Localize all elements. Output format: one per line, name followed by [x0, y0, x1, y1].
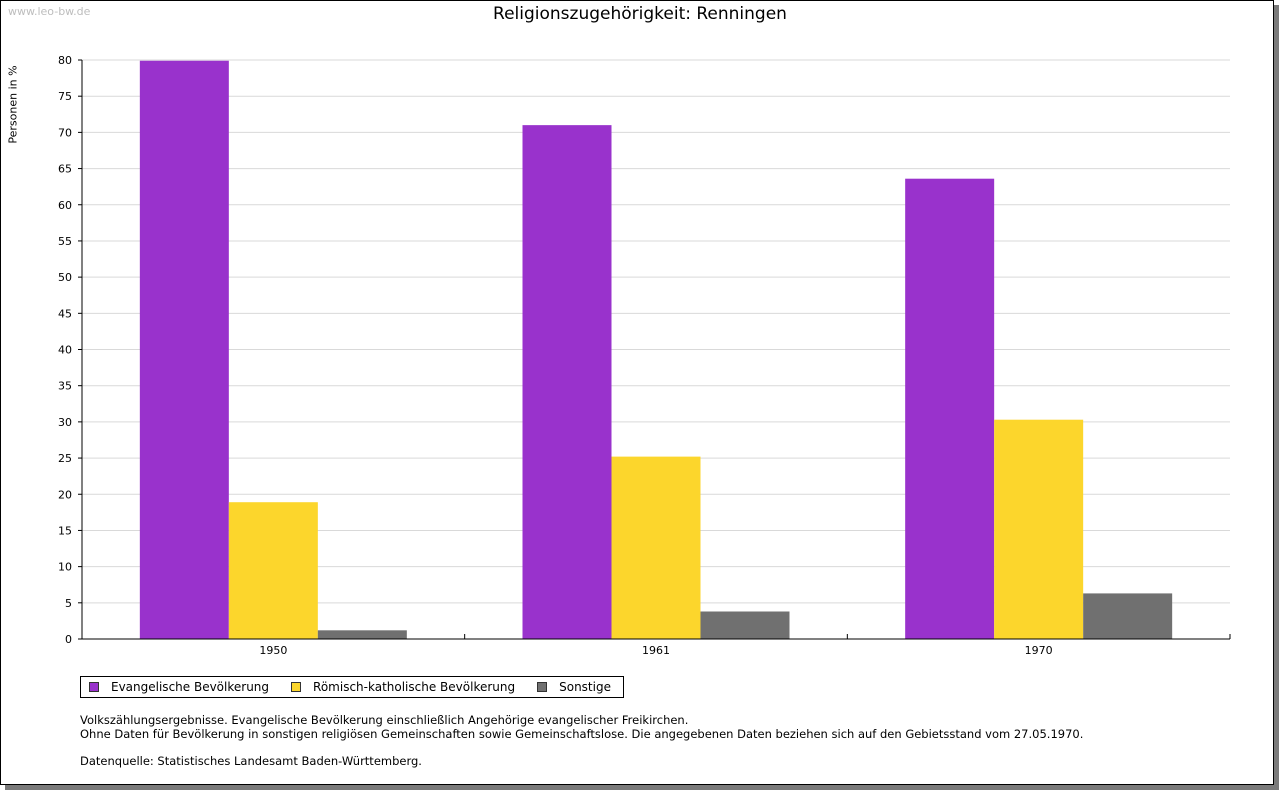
bar [905, 178, 995, 639]
y-tick-label: 30 [58, 416, 72, 429]
bar [994, 419, 1084, 639]
legend-swatch [537, 682, 548, 692]
y-tick-label: 65 [58, 163, 72, 176]
y-tick-label: 60 [58, 199, 72, 212]
legend: Evangelische Bevölkerung Römisch-katholis… [80, 676, 624, 698]
y-tick-label: 20 [58, 488, 72, 501]
legend-label: Römisch-katholische Bevölkerung [313, 680, 516, 694]
bar [228, 502, 318, 639]
y-tick-label: 55 [58, 235, 72, 248]
legend-swatch [89, 682, 99, 692]
x-tick-label: 1970 [1025, 644, 1053, 657]
y-tick-label: 35 [58, 380, 72, 393]
note-line-2: Ohne Daten für Bevölkerung in sonstigen … [80, 727, 1084, 741]
chart-notes: Volkszählungsergebnisse. Evangelische Be… [80, 713, 1083, 768]
y-tick-label: 5 [65, 597, 72, 610]
y-tick-label: 50 [58, 271, 72, 284]
bar [139, 60, 229, 639]
legend-label: Evangelische Bevölkerung [111, 680, 270, 694]
x-tick-label: 1961 [642, 644, 670, 657]
watermark: www.leo-bw.de [8, 5, 91, 18]
y-tick-label: 70 [58, 126, 72, 139]
y-tick-label: 15 [58, 524, 72, 537]
bar [522, 125, 612, 639]
x-tick-label: 1950 [259, 644, 287, 657]
bar [317, 630, 407, 639]
legend-entry: Evangelische Bevölkerung [89, 680, 269, 694]
legend-swatch [291, 682, 302, 692]
y-tick-label: 25 [58, 452, 72, 465]
chart-title: Religionszugehörigkeit: Renningen [493, 4, 787, 24]
y-tick-label: 40 [58, 344, 72, 357]
y-tick-label: 45 [58, 307, 72, 320]
data-source: Datenquelle: Statistisches Landesamt Bad… [80, 754, 422, 768]
legend-entry: Sonstige [537, 680, 611, 694]
y-tick-label: 10 [58, 561, 72, 574]
y-tick-label: 75 [58, 90, 72, 103]
axes: 0 5 10 15 20 25 30 35 40 45 50 55 60 65 70 75 80 1950 1961… [58, 54, 1231, 657]
legend-label: Sonstige [559, 680, 611, 694]
bar [700, 611, 790, 639]
y-tick-label: 0 [65, 633, 72, 646]
bar [1083, 593, 1173, 639]
bar [611, 456, 701, 639]
bar-chart: 0 5 10 15 20 25 30 35 40 45 50 55 60 65 70 75 80 1950 1961… [58, 54, 1231, 657]
y-tick-label: 80 [58, 54, 72, 67]
note-line-1: Volkszählungsergebnisse. Evangelische Be… [80, 713, 689, 727]
bars [139, 60, 1173, 639]
legend-entry: Römisch-katholische Bevölkerung [291, 680, 515, 694]
